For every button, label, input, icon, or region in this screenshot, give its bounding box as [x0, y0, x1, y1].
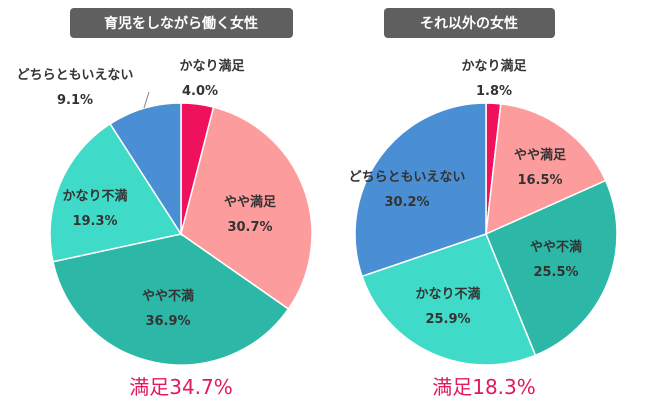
chart2-slice-5 — [354, 102, 487, 278]
chart1-title-box — [70, 8, 293, 38]
chart1-title: 育児をしながら働く女性 — [104, 15, 258, 32]
chart1-leader-line — [143, 91, 150, 109]
chart1-slice-4 — [49, 122, 183, 263]
chart2-slice-4 — [361, 233, 537, 366]
chart1-slice-2 — [180, 106, 313, 311]
chart1-slice-3-label: やや不満 — [142, 288, 194, 304]
chart2-slice-1-value: 1.8% — [476, 84, 512, 99]
chart2-slice-4-value: 25.9% — [425, 312, 470, 327]
chart1-slice-3 — [52, 233, 290, 366]
chart2-slice-1-label: かなり満足 — [461, 58, 527, 74]
chart1-slice-5-label: どちらともいえない — [17, 68, 134, 83]
chart1-slice-2-value: 30.7% — [227, 220, 272, 235]
chart2-slice-3 — [485, 179, 618, 357]
chart1-slice-2-label: やや満足 — [224, 194, 277, 210]
chart2-slice-2-value: 16.5% — [517, 173, 562, 188]
chart1-slice-4-value: 19.3% — [72, 214, 117, 229]
chart2-slice-5-value: 30.2% — [384, 195, 429, 210]
chart2-slice-5-label: どちらともいえない — [349, 170, 466, 185]
chart2-pie: かなり満足 1.8% やや満足 16.5% やや不満 25.5% かなり不満 25.9% どちら… — [349, 58, 618, 366]
chart1-summary: 満足34.7% — [129, 375, 233, 399]
chart2-slice-4-label: かなり不満 — [415, 286, 480, 302]
chart1-slice-5 — [109, 102, 182, 237]
chart2-title: それ以外の女性 — [420, 15, 518, 32]
chart1-slice-1-label: かなり満足 — [179, 58, 245, 74]
chart2-slice-2 — [485, 103, 607, 236]
chart2-slice-3-value: 25.5% — [533, 265, 578, 280]
chart1-slice-5-value: 9.1% — [57, 93, 93, 108]
chart2-slice-3-label: やや不満 — [530, 239, 582, 255]
chart2-title-box — [384, 8, 555, 38]
chart1-pie: かなり満足 4.0% やや満足 30.7% やや不満 36.9% かなり不満 19.3% どちら… — [17, 58, 313, 366]
chart1-slice-3-value: 36.9% — [145, 314, 190, 329]
chart2-summary: 満足18.3% — [432, 375, 536, 399]
chart1-slice-4-label: かなり不満 — [62, 188, 127, 204]
chart2-slice-2-label: やや満足 — [514, 147, 567, 163]
chart1-slice-1-value: 4.0% — [182, 84, 218, 99]
